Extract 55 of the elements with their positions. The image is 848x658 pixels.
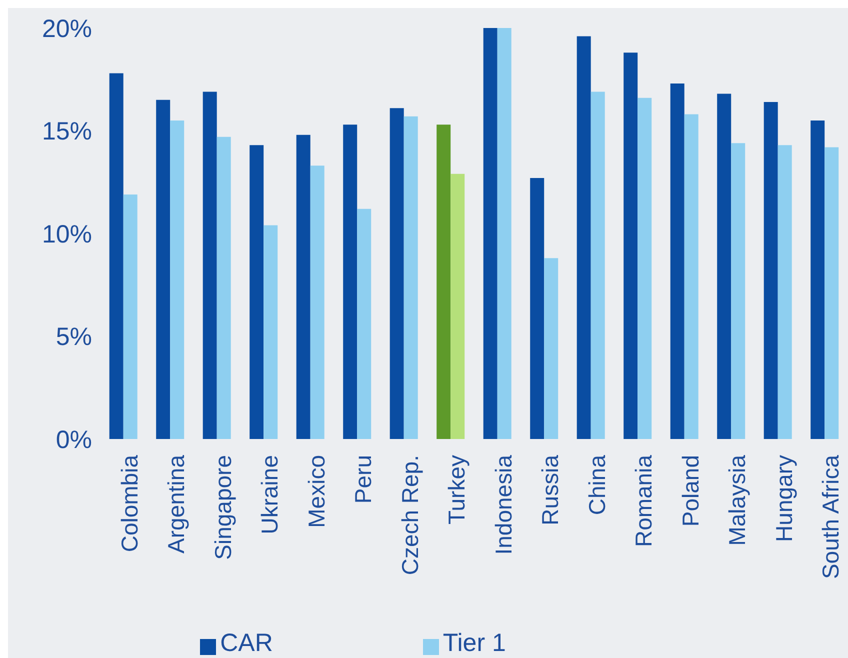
bar [123,194,138,439]
bar [216,136,231,439]
y-tick-label: 5% [56,323,92,352]
bar [156,100,170,439]
bar [357,208,372,439]
x-tick-label: China [584,454,610,516]
bar [343,124,358,439]
x-tick-label: Romania [630,454,657,548]
bar [670,83,684,439]
legend-label: Tier 1 [442,629,506,657]
bar [170,120,184,439]
y-tick-label: 10% [42,220,92,248]
bar [778,145,792,439]
bar [390,108,404,439]
x-tick-label: Indonesia [490,454,516,555]
y-tick-label: 15% [42,118,92,146]
x-tick-label: Colombia [116,454,142,552]
legend-label: CAR [220,629,273,657]
x-tick-label: Argentina [163,454,190,554]
bar [530,178,544,439]
bar [576,36,591,439]
bar [544,258,558,439]
bar [436,124,451,439]
bar [684,114,698,439]
x-tick-label: Hungary [770,454,797,542]
y-tick-label: 20% [42,14,92,43]
x-tick-label: Mexico [303,455,330,528]
x-tick-label: Russia [537,454,564,526]
bar [450,174,465,439]
bar [202,92,217,439]
x-tick-label: Poland [677,455,704,527]
bar [638,98,652,439]
y-tick-label: 0% [56,426,92,454]
x-tick-label: Czech Rep. [396,455,423,576]
bar [497,28,512,439]
bar [810,120,825,439]
bar [310,166,324,439]
bar [824,147,839,439]
bar [404,116,418,439]
x-tick-label: South Africa [818,454,844,580]
bar [590,92,605,439]
x-tick-label: Malaysia [724,454,750,546]
x-tick-label: Peru [350,455,376,504]
bar [109,73,124,439]
bar [483,28,498,439]
bar [264,225,278,439]
bar [624,52,638,439]
bar [717,94,732,439]
x-tick-label: Ukraine [256,455,283,534]
bar [731,143,746,439]
x-tick-label: Singapore [210,455,236,560]
bar [296,134,310,439]
x-tick-label: Turkey [444,454,470,524]
bar [250,145,264,439]
bar [764,102,778,439]
